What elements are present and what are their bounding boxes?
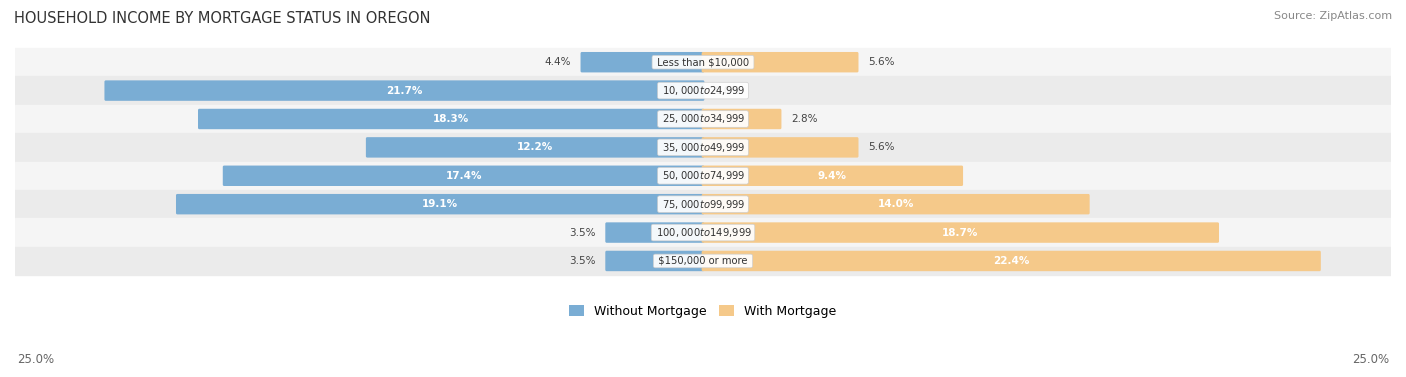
Text: Source: ZipAtlas.com: Source: ZipAtlas.com: [1274, 11, 1392, 21]
Text: 14.0%: 14.0%: [877, 199, 914, 209]
Text: 18.7%: 18.7%: [942, 228, 979, 238]
Bar: [15, 77, 1391, 105]
Text: 5.6%: 5.6%: [868, 57, 894, 67]
Text: $10,000 to $24,999: $10,000 to $24,999: [659, 84, 747, 97]
Text: $25,000 to $34,999: $25,000 to $34,999: [659, 112, 747, 126]
Text: 3.5%: 3.5%: [569, 228, 596, 238]
Text: 21.7%: 21.7%: [387, 86, 423, 96]
FancyBboxPatch shape: [176, 194, 704, 215]
Bar: [15, 218, 1391, 247]
FancyBboxPatch shape: [198, 109, 704, 129]
Text: 17.4%: 17.4%: [446, 171, 482, 181]
FancyBboxPatch shape: [104, 80, 704, 101]
Text: $75,000 to $99,999: $75,000 to $99,999: [659, 198, 747, 211]
Text: 12.2%: 12.2%: [517, 143, 553, 152]
FancyBboxPatch shape: [702, 194, 1090, 215]
FancyBboxPatch shape: [606, 251, 704, 271]
FancyBboxPatch shape: [702, 109, 782, 129]
FancyBboxPatch shape: [702, 251, 1320, 271]
Legend: Without Mortgage, With Mortgage: Without Mortgage, With Mortgage: [564, 300, 842, 323]
Bar: [15, 105, 1391, 133]
Text: 25.0%: 25.0%: [17, 353, 53, 366]
Text: 2.8%: 2.8%: [792, 114, 817, 124]
Text: 19.1%: 19.1%: [422, 199, 458, 209]
Text: 4.4%: 4.4%: [544, 57, 571, 67]
FancyBboxPatch shape: [702, 52, 859, 72]
Bar: [15, 133, 1391, 162]
Text: 22.4%: 22.4%: [993, 256, 1029, 266]
Bar: [15, 190, 1391, 218]
Text: 25.0%: 25.0%: [1353, 353, 1389, 366]
Text: $150,000 or more: $150,000 or more: [655, 256, 751, 266]
Text: $100,000 to $149,999: $100,000 to $149,999: [652, 226, 754, 239]
FancyBboxPatch shape: [702, 222, 1219, 243]
FancyBboxPatch shape: [581, 52, 704, 72]
FancyBboxPatch shape: [222, 166, 704, 186]
Text: 18.3%: 18.3%: [433, 114, 470, 124]
FancyBboxPatch shape: [606, 222, 704, 243]
Text: 3.5%: 3.5%: [569, 256, 596, 266]
FancyBboxPatch shape: [366, 137, 704, 158]
FancyBboxPatch shape: [702, 166, 963, 186]
Text: Less than $10,000: Less than $10,000: [654, 57, 752, 67]
Bar: [15, 48, 1391, 77]
Text: 0.0%: 0.0%: [714, 86, 740, 96]
Text: HOUSEHOLD INCOME BY MORTGAGE STATUS IN OREGON: HOUSEHOLD INCOME BY MORTGAGE STATUS IN O…: [14, 11, 430, 26]
Bar: [15, 247, 1391, 275]
Bar: [15, 162, 1391, 190]
FancyBboxPatch shape: [702, 137, 859, 158]
Text: $35,000 to $49,999: $35,000 to $49,999: [659, 141, 747, 154]
Text: 9.4%: 9.4%: [818, 171, 846, 181]
Text: 5.6%: 5.6%: [868, 143, 894, 152]
Text: $50,000 to $74,999: $50,000 to $74,999: [659, 169, 747, 182]
